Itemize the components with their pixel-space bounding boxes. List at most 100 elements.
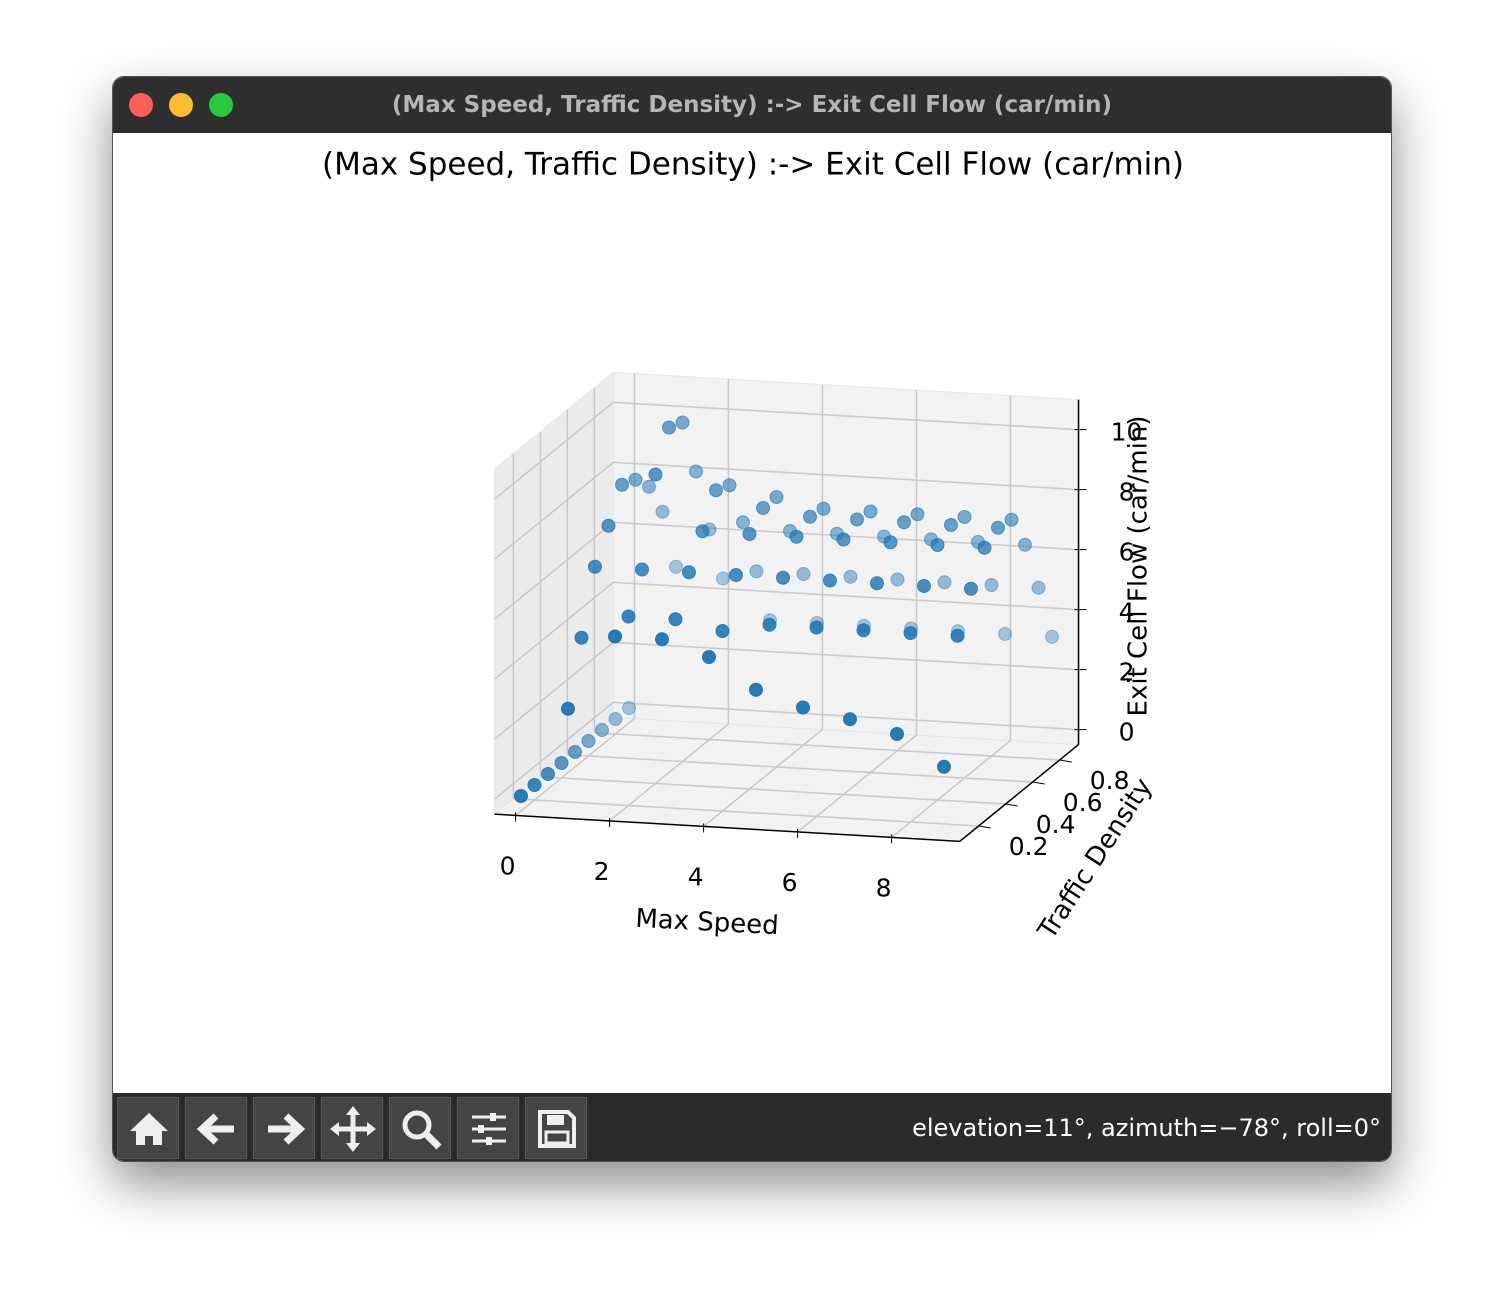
grid-line — [797, 734, 917, 833]
point — [722, 478, 737, 493]
window: (Max Speed, Traffic Density) :-> Exit Ce… — [112, 76, 1392, 1162]
y-tick-label: 0.8 — [1090, 766, 1130, 795]
grid-line — [540, 776, 1006, 805]
point — [621, 609, 636, 624]
grid-line — [613, 641, 1079, 671]
y-tick — [1059, 759, 1072, 763]
point — [809, 620, 824, 635]
status-text: elevation=11°, azimuth=−78°, roll=0° — [912, 1114, 1381, 1142]
save-button[interactable] — [525, 1097, 587, 1159]
z-tick-label: 4 — [1119, 598, 1135, 627]
point — [1045, 629, 1059, 644]
point — [1031, 580, 1046, 595]
grid-line — [493, 521, 614, 620]
point — [749, 564, 764, 579]
point — [950, 628, 965, 643]
zoom-button[interactable] — [209, 93, 233, 117]
z-tick-label: 2 — [1119, 658, 1135, 687]
point — [897, 515, 911, 530]
z-tick-label: 8 — [1119, 478, 1135, 507]
point — [682, 565, 696, 580]
point — [628, 472, 643, 487]
point — [622, 701, 636, 715]
point — [595, 723, 609, 737]
chart: (Max Speed, Traffic Density) :-> Exit Ce… — [322, 147, 1184, 946]
point — [662, 420, 676, 435]
point — [668, 612, 683, 627]
point — [870, 576, 884, 591]
point — [816, 501, 831, 516]
grid-line — [493, 401, 614, 500]
point — [608, 712, 623, 726]
point — [944, 518, 958, 532]
chart-title: (Max Speed, Traffic Density) :-> Exit Ce… — [322, 147, 1184, 183]
point — [709, 483, 723, 498]
point — [716, 571, 730, 586]
point — [675, 415, 690, 430]
point — [608, 629, 622, 644]
minimize-button[interactable] — [169, 93, 193, 117]
pan-button[interactable] — [321, 1097, 383, 1159]
point — [937, 575, 952, 590]
point — [736, 515, 750, 530]
point — [850, 512, 864, 527]
grid-line — [513, 798, 979, 827]
x-tick-label: 0 — [500, 851, 516, 880]
forward-button[interactable] — [253, 1097, 315, 1159]
x-axis-line — [494, 813, 960, 843]
point — [749, 682, 763, 697]
grid-line — [609, 723, 729, 822]
grid-line — [594, 732, 1060, 761]
grid-line — [891, 740, 1011, 838]
point — [843, 712, 857, 727]
point — [776, 570, 790, 585]
point — [756, 501, 770, 515]
y-tick-label: 0.6 — [1063, 788, 1103, 817]
point — [642, 479, 656, 494]
z-tick-label: 0 — [1119, 718, 1135, 747]
point — [991, 520, 1005, 535]
point — [541, 767, 555, 781]
zoom-tool-button[interactable] — [389, 1097, 451, 1159]
point — [910, 507, 925, 522]
close-button[interactable] — [129, 93, 153, 117]
point — [964, 581, 978, 596]
point — [1004, 512, 1019, 527]
z-tick-label: 6 — [1119, 538, 1135, 567]
point — [890, 572, 905, 587]
point — [977, 540, 992, 555]
grid-line — [567, 754, 1033, 783]
y-tick — [978, 825, 991, 829]
point — [574, 630, 589, 645]
home-button[interactable] — [117, 1097, 179, 1159]
point — [554, 756, 569, 770]
point — [635, 562, 649, 577]
x-tick-label: 6 — [782, 868, 798, 897]
z-tick-label: 10 — [1111, 418, 1143, 447]
point — [568, 745, 582, 759]
point — [796, 567, 811, 581]
grid-line — [613, 401, 1079, 431]
point — [917, 579, 931, 593]
point — [883, 535, 898, 550]
point — [648, 467, 663, 482]
point — [789, 529, 804, 544]
y-tick — [1005, 803, 1018, 807]
point — [695, 524, 710, 539]
point — [762, 617, 777, 632]
subplots-button[interactable] — [457, 1097, 519, 1159]
point — [581, 734, 596, 748]
x-tick-label: 4 — [688, 862, 704, 891]
point — [843, 569, 858, 584]
point — [655, 632, 669, 647]
point — [856, 623, 871, 638]
back-button[interactable] — [185, 1097, 247, 1159]
point — [803, 509, 817, 524]
grid-line — [703, 729, 823, 827]
y-tick-label: 0.4 — [1036, 810, 1076, 839]
point — [769, 490, 784, 504]
point — [890, 727, 904, 741]
x-axis-label: Max Speed — [635, 904, 780, 941]
y-tick — [1032, 781, 1045, 785]
title-bar: (Max Speed, Traffic Density) :-> Exit Ce… — [113, 77, 1391, 133]
